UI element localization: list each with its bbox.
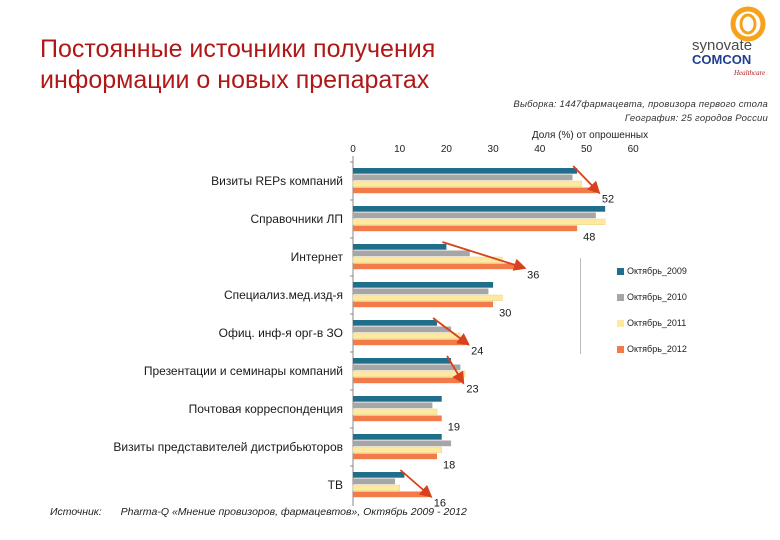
legend-swatch: [617, 346, 624, 354]
data-label: 48: [583, 232, 595, 244]
bar-Октябрь_2009: [353, 396, 442, 402]
bar-Октябрь_2010: [353, 440, 452, 447]
bar-Октябрь_2011: [352, 332, 461, 339]
logo-ring-outer: [730, 6, 766, 42]
x-tick-label: 30: [488, 144, 500, 155]
bar-Октябрь_2012: [353, 453, 438, 460]
category-label: Специализ.мед.изд-я: [224, 288, 343, 302]
logo-healthcare: Healthcare: [733, 69, 765, 77]
legend-item: Октябрь_2009: [617, 266, 687, 276]
category-label: Офиц. инф-я орг-в ЗО: [219, 326, 343, 340]
category-label: Справочники ЛП: [250, 212, 343, 226]
bar-Октябрь_2009: [353, 434, 442, 440]
x-tick-label: 10: [394, 144, 406, 155]
bar-Октябрь_2011: [352, 294, 503, 301]
legend-item: Октябрь_2011: [617, 318, 686, 328]
legend-label: Октябрь_2012: [627, 344, 687, 354]
bar-Октябрь_2009: [353, 244, 447, 250]
bar-Октябрь_2011: [352, 218, 606, 225]
x-tick-label: 0: [350, 144, 356, 155]
data-label: 24: [471, 346, 483, 358]
legend-swatch: [617, 268, 624, 276]
bar-Октябрь_2012: [353, 187, 596, 194]
bar-Октябрь_2010: [353, 364, 461, 371]
chart-legend: Октябрь_2009 Октябрь_2010 Октябрь_2011 Октя…: [580, 258, 701, 354]
trend-arrow: [446, 355, 465, 385]
category-label: Интернет: [291, 250, 344, 264]
legend-item: Октябрь_2010: [617, 292, 687, 302]
bar-Октябрь_2011: [352, 484, 400, 491]
x-tick-label: 50: [581, 144, 593, 155]
bar-Октябрь_2009: [353, 282, 494, 288]
bar-Октябрь_2010: [353, 326, 452, 333]
data-label: 23: [466, 384, 478, 396]
bar-Октябрь_2012: [353, 339, 466, 346]
sample-line-2: География: 25 городов России: [624, 113, 768, 124]
bar-Октябрь_2010: [353, 478, 396, 485]
sample-info: Выборка: 1447фармацевта, провизора перво…: [513, 98, 768, 126]
bar-Октябрь_2009: [353, 320, 438, 326]
sample-line-1: Выборка: 1447фармацевта, провизора перво…: [513, 99, 768, 110]
bar-Октябрь_2011: [352, 370, 466, 377]
bar-Октябрь_2011: [352, 180, 583, 187]
bar-Октябрь_2012: [353, 415, 442, 422]
trend-arrow: [399, 469, 433, 498]
trend-arrow: [442, 241, 527, 271]
bar-Октябрь_2009: [353, 358, 452, 364]
x-tick-label: 60: [628, 144, 640, 155]
logo-comcon: COMCON: [692, 52, 751, 67]
title-line-1: Постоянные источники получения: [40, 35, 436, 63]
legend-label: Октябрь_2011: [627, 318, 687, 328]
bar-Октябрь_2010: [353, 250, 470, 257]
data-label: 52: [602, 194, 614, 206]
data-label: 19: [448, 422, 460, 434]
bar-Октябрь_2011: [352, 256, 503, 263]
bar-Октябрь_2011: [352, 446, 442, 453]
bar-Октябрь_2010: [353, 288, 489, 295]
trend-arrow: [432, 317, 470, 346]
bar-Октябрь_2009: [353, 472, 405, 478]
page-title: Постоянные источники получения информаци…: [40, 34, 560, 96]
source-text: Pharma-Q «Мнение провизоров, фармацевтов…: [120, 506, 467, 518]
data-label: 18: [443, 460, 455, 472]
synovate-comcon-logo: synovate COMCON Healthcare: [692, 6, 766, 77]
trend-arrow: [572, 165, 601, 195]
bar-Октябрь_2010: [353, 402, 433, 409]
source-note: Источник: Pharma-Q «Мнение провизоров, ф…: [50, 506, 467, 518]
bar-Октябрь_2012: [353, 263, 522, 270]
bar-Октябрь_2012: [353, 377, 461, 384]
x-tick-label: 40: [534, 144, 546, 155]
legend-item: Октябрь_2012: [617, 344, 687, 354]
bar-Октябрь_2010: [353, 174, 573, 181]
title-line-2: информации о новых препаратах: [40, 66, 430, 94]
data-label: 16: [434, 498, 446, 510]
category-label: Визиты представителей дистрибьюторов: [113, 440, 343, 454]
data-label: 36: [527, 270, 539, 282]
legend-swatch: [617, 294, 624, 302]
category-label: ТВ: [328, 478, 343, 492]
logo-synovate: synovate: [692, 37, 752, 54]
category-label: Презентации и семинары компаний: [144, 364, 343, 378]
bar-Октябрь_2010: [353, 212, 596, 219]
bar-Октябрь_2009: [353, 206, 606, 212]
legend-label: Октябрь_2009: [627, 266, 687, 276]
legend-label: Октябрь_2010: [627, 292, 687, 302]
bar-Октябрь_2011: [352, 408, 438, 415]
x-axis-label: Доля (%) от опрошенных: [532, 130, 648, 141]
bar-Октябрь_2012: [353, 301, 494, 308]
data-label: 30: [499, 308, 511, 320]
category-label: Визиты REPs компаний: [211, 174, 343, 188]
bar-Октябрь_2012: [353, 225, 578, 232]
logo-ring-inner: [739, 13, 757, 35]
source-label: Источник:: [50, 506, 102, 518]
legend-swatch: [617, 320, 624, 328]
bar-Октябрь_2012: [353, 491, 428, 498]
bar-Октябрь_2009: [353, 168, 578, 174]
x-tick-label: 20: [441, 144, 453, 155]
category-label: Почтовая корреспонденция: [189, 402, 343, 416]
